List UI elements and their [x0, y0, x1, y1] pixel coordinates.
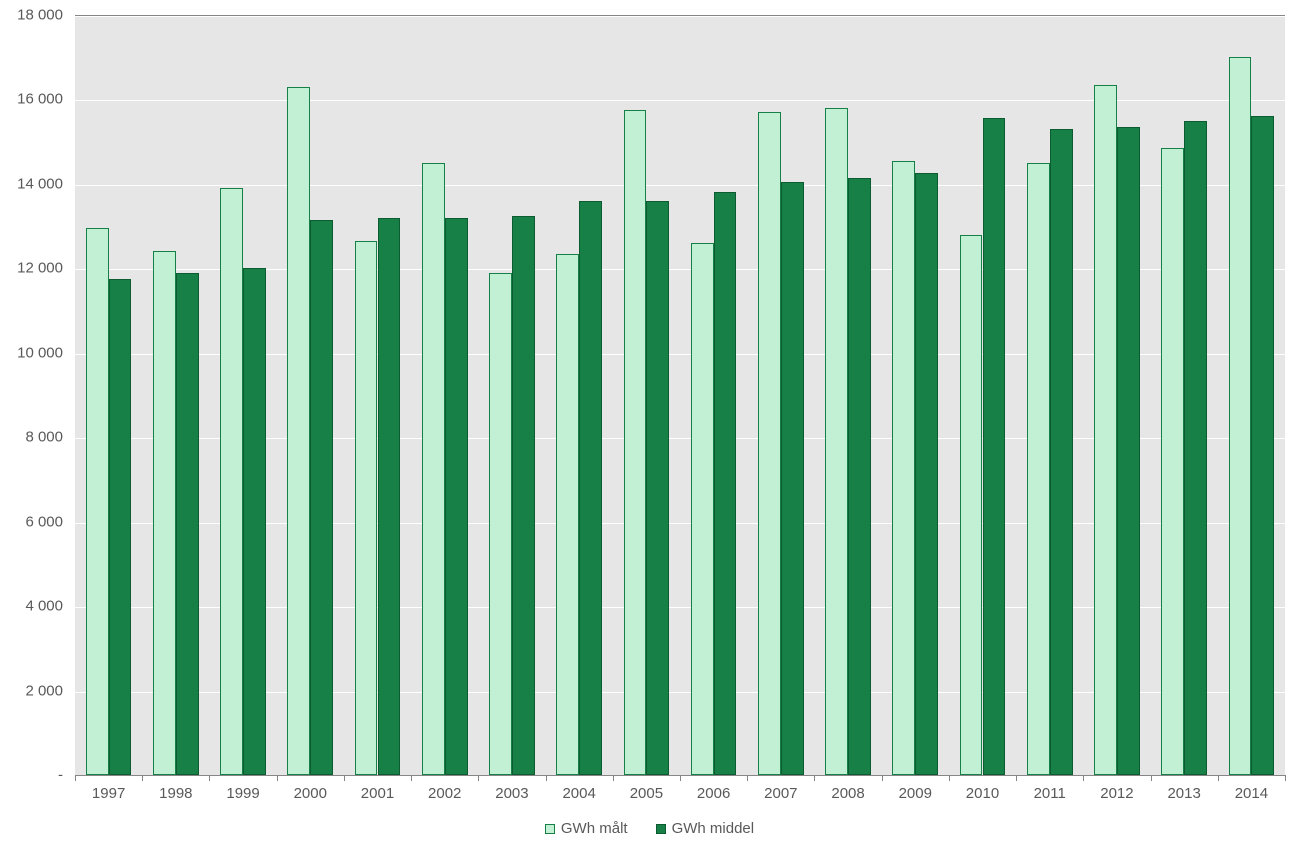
x-tick-label: 2002 [411, 785, 478, 802]
bar [153, 251, 176, 775]
y-tick-label: 4 000 [0, 598, 63, 615]
x-tick-label: 2009 [882, 785, 949, 802]
y-tick-label: 18 000 [0, 7, 63, 24]
x-tick-label: 2010 [949, 785, 1016, 802]
bar [758, 112, 781, 775]
x-tick-label: 2003 [478, 785, 545, 802]
legend-item: GWh målt [545, 820, 628, 837]
bar [1251, 116, 1274, 775]
bar [1229, 57, 1252, 775]
x-tick-mark [949, 775, 950, 781]
x-tick-mark [1083, 775, 1084, 781]
bar [512, 216, 535, 775]
bar [1027, 163, 1050, 775]
x-tick-label: 2000 [277, 785, 344, 802]
bar [624, 110, 647, 775]
x-tick-mark [344, 775, 345, 781]
bar [109, 279, 132, 775]
bar [445, 218, 468, 775]
bar [378, 218, 401, 775]
bar [646, 201, 669, 775]
x-tick-mark [411, 775, 412, 781]
x-tick-mark [680, 775, 681, 781]
x-tick-label: 2013 [1151, 785, 1218, 802]
legend-swatch [545, 824, 555, 834]
bar [243, 268, 266, 775]
x-tick-label: 2007 [747, 785, 814, 802]
legend-label: GWh middel [672, 820, 755, 837]
plot-area [75, 15, 1285, 775]
y-tick-label: 2 000 [0, 682, 63, 699]
gridline [75, 16, 1285, 17]
x-tick-label: 2001 [344, 785, 411, 802]
x-tick-mark [142, 775, 143, 781]
x-tick-mark [1218, 775, 1219, 781]
bar [781, 182, 804, 775]
bar [825, 108, 848, 775]
bar [960, 235, 983, 775]
x-tick-mark [747, 775, 748, 781]
x-tick-label: 2004 [546, 785, 613, 802]
bar [86, 228, 109, 775]
x-tick-mark [814, 775, 815, 781]
x-tick-label: 2006 [680, 785, 747, 802]
x-tick-label: 2012 [1083, 785, 1150, 802]
bar [489, 273, 512, 775]
x-tick-mark [478, 775, 479, 781]
bar [355, 241, 378, 775]
legend: GWh målt GWh middel [0, 820, 1299, 837]
bar [892, 161, 915, 775]
x-tick-label: 1997 [75, 785, 142, 802]
x-tick-mark [209, 775, 210, 781]
x-tick-mark [546, 775, 547, 781]
bar [848, 178, 871, 775]
bar [176, 273, 199, 775]
bar [1094, 85, 1117, 775]
y-tick-label: - [0, 767, 63, 784]
x-tick-mark [75, 775, 76, 781]
bar [220, 188, 243, 775]
bar [691, 243, 714, 775]
x-tick-mark [882, 775, 883, 781]
chart-container: - 2 000 4 000 6 000 8 000 10 000 12 000 14 000 1… [0, 0, 1299, 848]
x-tick-label: 2005 [613, 785, 680, 802]
x-tick-label: 1999 [209, 785, 276, 802]
x-tick-mark [1151, 775, 1152, 781]
x-tick-label: 1998 [142, 785, 209, 802]
y-tick-label: 12 000 [0, 260, 63, 277]
y-tick-label: 6 000 [0, 513, 63, 530]
x-tick-label: 2011 [1016, 785, 1083, 802]
bar [422, 163, 445, 775]
x-tick-mark [1016, 775, 1017, 781]
bar [1184, 121, 1207, 775]
bar [1050, 129, 1073, 775]
y-tick-label: 10 000 [0, 344, 63, 361]
bar [310, 220, 333, 775]
x-tick-mark [1285, 775, 1286, 781]
y-tick-label: 14 000 [0, 175, 63, 192]
legend-item: GWh middel [656, 820, 755, 837]
bar [915, 173, 938, 775]
bar [579, 201, 602, 775]
bar [714, 192, 737, 775]
legend-swatch [656, 824, 666, 834]
bar [1117, 127, 1140, 775]
y-tick-label: 16 000 [0, 91, 63, 108]
bar [1161, 148, 1184, 775]
bar [983, 118, 1006, 775]
x-tick-label: 2008 [814, 785, 881, 802]
x-tick-mark [277, 775, 278, 781]
x-tick-mark [613, 775, 614, 781]
x-tick-label: 2014 [1218, 785, 1285, 802]
legend-label: GWh målt [561, 820, 628, 837]
bar [556, 254, 579, 775]
y-tick-label: 8 000 [0, 429, 63, 446]
bar [287, 87, 310, 775]
